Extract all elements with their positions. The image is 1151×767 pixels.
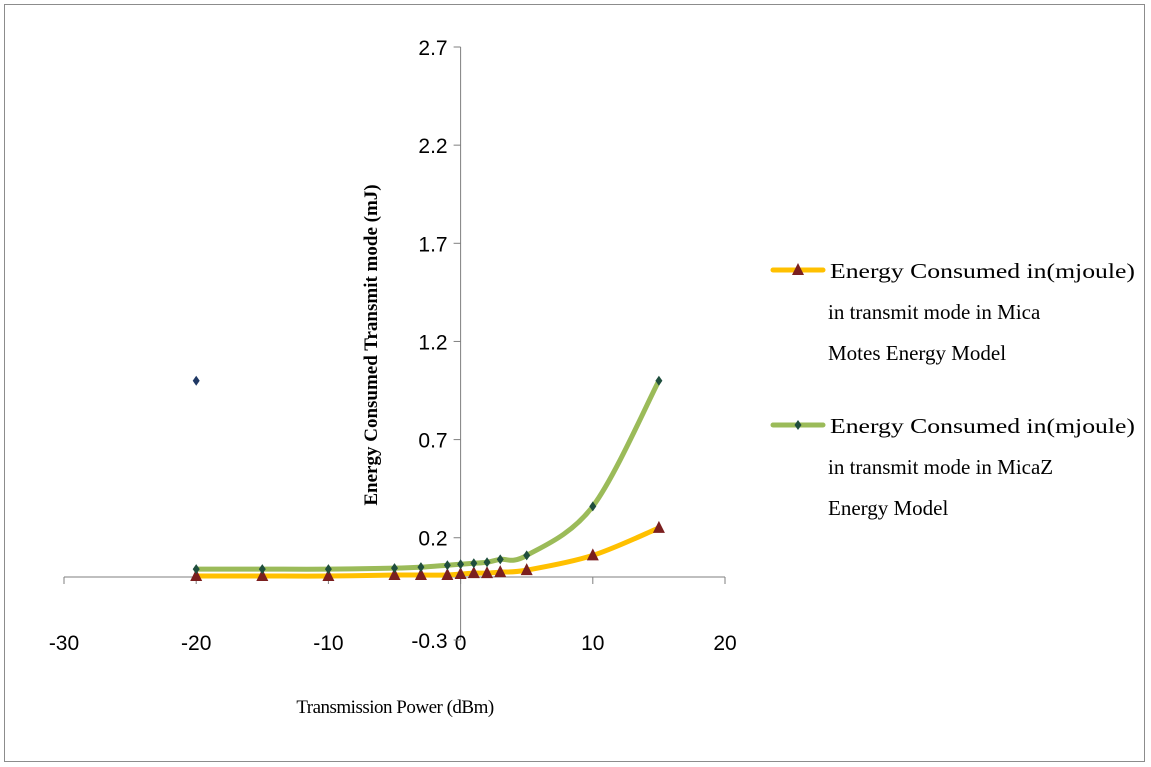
series-1-point xyxy=(494,565,507,578)
series-2-point xyxy=(523,550,531,561)
y-tick-label: 2.7 xyxy=(418,37,447,60)
x-tick-label: 10 xyxy=(581,632,604,655)
series-1-point xyxy=(388,568,401,581)
series-2-point xyxy=(496,554,504,565)
series-1-point xyxy=(256,569,269,582)
legend-label-2-line: Energy Consumed in(mjoule) xyxy=(830,414,1135,438)
series-1-point xyxy=(441,568,454,581)
y-tick-label: 2.2 xyxy=(418,135,447,158)
x-tick-label: -30 xyxy=(49,632,79,655)
x-tick-label: 0 xyxy=(455,632,467,655)
x-axis-title: Transmission Power (dBm) xyxy=(296,697,494,718)
series-1-point xyxy=(586,548,599,561)
series-1-point xyxy=(467,566,480,579)
x-tick-label: -10 xyxy=(313,632,343,655)
series-2-point xyxy=(417,562,425,573)
series-1-point xyxy=(454,567,467,580)
series-2-point xyxy=(443,560,451,571)
series-1-point xyxy=(481,566,494,579)
legend-marker-1 xyxy=(792,263,804,275)
legend: Energy Consumed in(mjoule) in transmit mo… xyxy=(770,259,1135,520)
y-tick-label: 1.2 xyxy=(418,331,447,354)
series-2-point xyxy=(391,563,398,574)
y-tick-label: 1.7 xyxy=(418,233,447,256)
outlier-point xyxy=(192,375,200,386)
series-2-point xyxy=(258,564,266,575)
series-2-point xyxy=(457,559,465,570)
legend-label-2-line: in transmit mode in MicaZ xyxy=(828,455,1053,479)
series-1-point xyxy=(652,520,665,533)
series-markers xyxy=(190,375,665,582)
series-2-point xyxy=(483,557,491,568)
series-2-point xyxy=(324,564,332,575)
legend-label-1-line: in transmit mode in Mica xyxy=(828,300,1041,324)
series-2-point xyxy=(589,501,597,512)
series-2-point xyxy=(192,564,200,575)
x-tick-label: 20 xyxy=(713,632,736,655)
axes: -30 -20 -10 0 10 20 -0.3 0.2 0.7 1.2 1.7 2.2 2.7 xyxy=(49,37,737,655)
series-2-point xyxy=(470,558,478,569)
series-1-point xyxy=(520,563,533,576)
y-tick-label: 0.7 xyxy=(418,430,447,453)
chart-frame xyxy=(4,4,1145,762)
series-1-point xyxy=(322,569,335,582)
legend-marker-2 xyxy=(794,420,802,430)
legend-label-2-line: Energy Model xyxy=(828,496,949,520)
y-tick-label: 0.2 xyxy=(418,528,447,551)
series-1-point xyxy=(414,568,427,581)
y-tick-label: -0.3 xyxy=(411,630,447,653)
legend-label-1-line: Energy Consumed in(mjoule) xyxy=(830,259,1135,283)
legend-label-1-line: Motes Energy Model xyxy=(828,341,1006,365)
x-tick-label: -20 xyxy=(181,632,211,655)
series-1-point xyxy=(190,569,203,582)
y-axis-title: Energy Consumed Transmit mode (mJ) xyxy=(361,184,382,505)
series-2-point xyxy=(655,375,663,386)
